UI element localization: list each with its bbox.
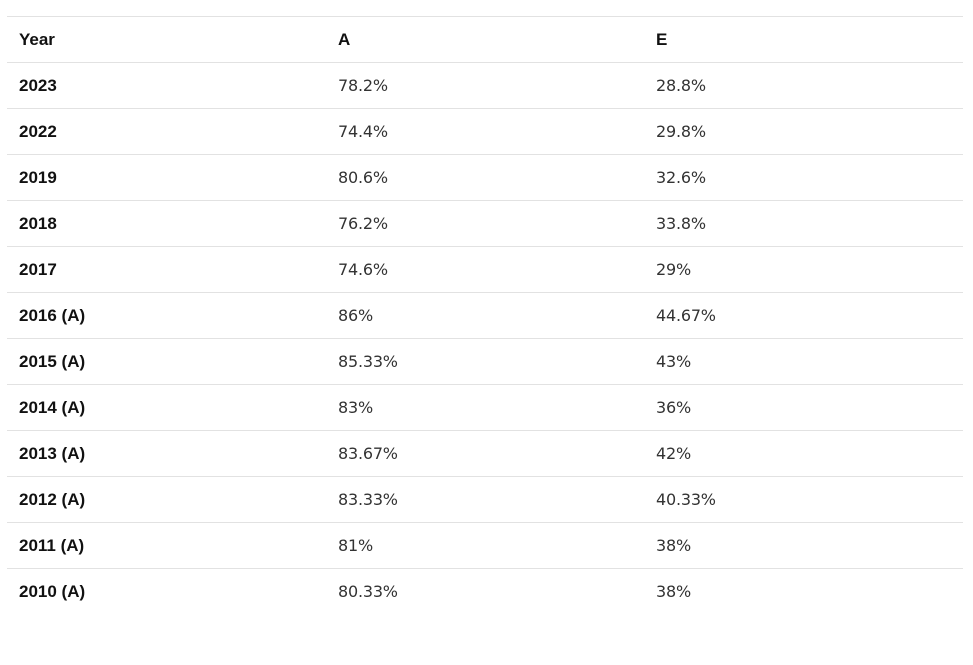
table-row: 2018 76.2% 33.8% (7, 200, 963, 247)
cell-year: 2011 (A) (7, 522, 326, 569)
table-row: 2022 74.4% 29.8% (7, 108, 963, 155)
cell-year: 2010 (A) (7, 568, 326, 614)
table-row: 2017 74.6% 29% (7, 246, 963, 293)
table-row: 2012 (A) 83.33% 40.33% (7, 476, 963, 523)
header-e: E (644, 16, 963, 63)
cell-a: 80.6% (326, 154, 644, 201)
cell-a: 83% (326, 384, 644, 431)
cell-year: 2023 (7, 62, 326, 109)
results-table-container: Year A E 2023 78.2% 28.8% 2022 74.4% 29.… (7, 16, 963, 614)
table-row: 2014 (A) 83% 36% (7, 384, 963, 431)
header-year: Year (7, 16, 326, 63)
cell-e: 44.67% (644, 292, 963, 339)
table-row: 2016 (A) 86% 44.67% (7, 292, 963, 339)
cell-e: 40.33% (644, 476, 963, 523)
cell-e: 29% (644, 246, 963, 293)
cell-a: 85.33% (326, 338, 644, 385)
cell-e: 29.8% (644, 108, 963, 155)
cell-a: 78.2% (326, 62, 644, 109)
cell-year: 2017 (7, 246, 326, 293)
cell-year: 2014 (A) (7, 384, 326, 431)
cell-a: 80.33% (326, 568, 644, 614)
cell-year: 2016 (A) (7, 292, 326, 339)
table-row: 2010 (A) 80.33% 38% (7, 568, 963, 614)
cell-year: 2013 (A) (7, 430, 326, 477)
cell-e: 43% (644, 338, 963, 385)
cell-year: 2015 (A) (7, 338, 326, 385)
cell-e: 38% (644, 568, 963, 614)
cell-a: 74.4% (326, 108, 644, 155)
cell-a: 74.6% (326, 246, 644, 293)
cell-e: 28.8% (644, 62, 963, 109)
header-a: A (326, 16, 644, 63)
cell-a: 83.67% (326, 430, 644, 477)
results-table: Year A E 2023 78.2% 28.8% 2022 74.4% 29.… (7, 16, 963, 614)
cell-a: 83.33% (326, 476, 644, 523)
table-row: 2011 (A) 81% 38% (7, 522, 963, 569)
cell-e: 36% (644, 384, 963, 431)
cell-e: 38% (644, 522, 963, 569)
cell-year: 2022 (7, 108, 326, 155)
cell-e: 32.6% (644, 154, 963, 201)
table-header-row: Year A E (7, 16, 963, 63)
table-row: 2023 78.2% 28.8% (7, 62, 963, 109)
cell-a: 76.2% (326, 200, 644, 247)
cell-e: 33.8% (644, 200, 963, 247)
cell-year: 2019 (7, 154, 326, 201)
cell-year: 2012 (A) (7, 476, 326, 523)
table-row: 2015 (A) 85.33% 43% (7, 338, 963, 385)
table-row: 2013 (A) 83.67% 42% (7, 430, 963, 477)
cell-a: 86% (326, 292, 644, 339)
cell-year: 2018 (7, 200, 326, 247)
cell-a: 81% (326, 522, 644, 569)
cell-e: 42% (644, 430, 963, 477)
table-row: 2019 80.6% 32.6% (7, 154, 963, 201)
